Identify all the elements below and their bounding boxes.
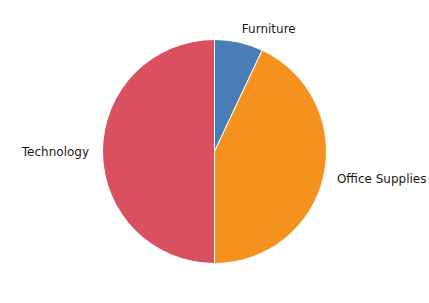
chart-container: Furniture Office Supplies Technology [0,0,429,303]
slice-label: Office Supplies [337,172,427,186]
pie-slice [103,40,215,264]
slices [103,40,327,264]
labels: Furniture Office Supplies Technology [21,22,427,186]
slice-label: Furniture [242,22,296,36]
pie-slice [215,50,327,263]
slice-label: Technology [21,145,89,159]
chart: Furniture Office Supplies Technology [0,0,429,303]
